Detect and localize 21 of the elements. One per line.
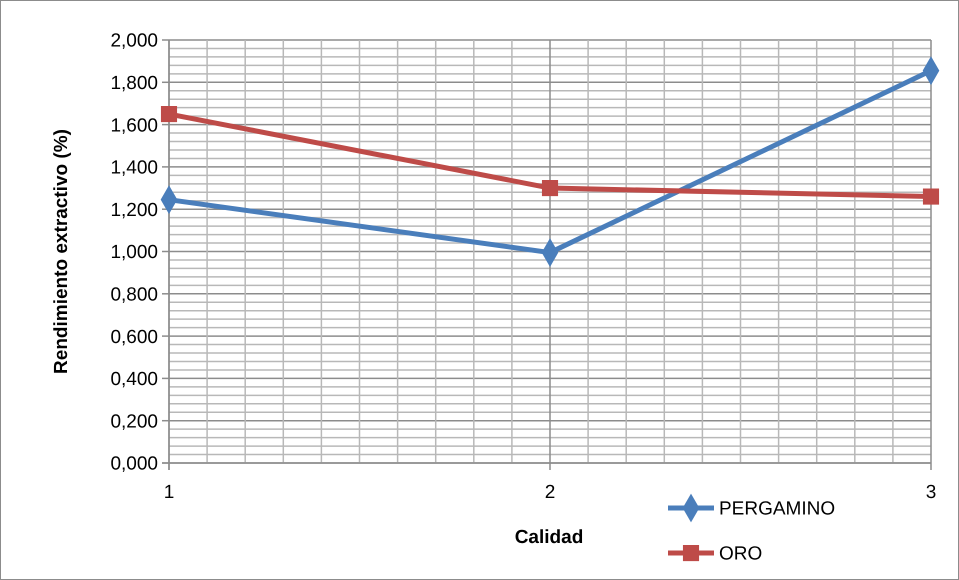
point [542, 180, 558, 196]
y-tick-label: 1,600 [110, 115, 158, 136]
x-tick-label: 3 [926, 482, 936, 503]
y-tick-label: 2,000 [110, 30, 158, 52]
x-tick-label: 1 [164, 482, 174, 503]
x-axis-title: Calidad [514, 527, 584, 548]
legend-label: PERGAMINO [719, 498, 836, 520]
y-tick-label: 1,800 [110, 72, 158, 94]
point [160, 106, 178, 122]
y-axis-title: Rendimiento extractivo (%) [51, 129, 72, 374]
x-tick-label: 2 [544, 482, 556, 503]
y-tick-label: 0,800 [110, 284, 158, 306]
y-tick-label: 0,600 [110, 326, 158, 348]
legend-label: ORO [719, 544, 762, 565]
y-tick-label: 1,200 [110, 200, 158, 221]
y-tick-label: 1,000 [110, 242, 158, 264]
y-tick-label: 1,400 [110, 158, 158, 179]
point [922, 188, 940, 205]
y-tick-label: 0,000 [110, 454, 158, 475]
y-tick-label: 0,200 [110, 411, 158, 432]
y-tick-label: 0,400 [110, 369, 158, 390]
